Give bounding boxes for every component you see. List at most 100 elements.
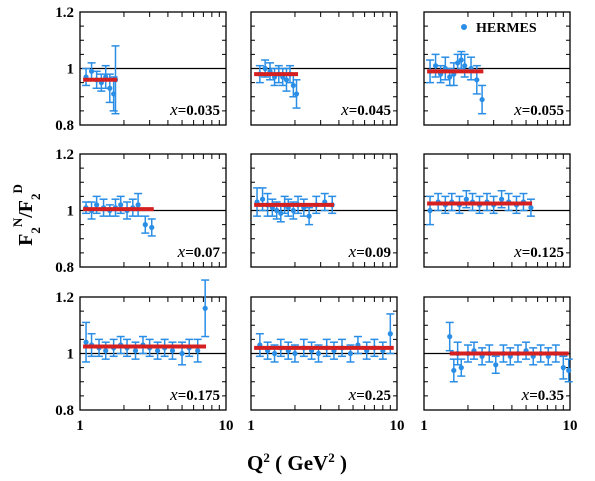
data-point [290, 207, 296, 214]
panel-x-label: x=0.25 [348, 385, 391, 404]
y-axis-title: F2N/F2D [10, 184, 43, 246]
data-point [447, 333, 453, 340]
panel-x-label: x=0.055 [513, 100, 564, 119]
x-value: =0.035 [178, 103, 220, 119]
x-value: =0.25 [356, 388, 391, 404]
legend-marker [461, 24, 467, 30]
data-point [458, 57, 464, 63]
x-axis-title-unit-sup: 2 [328, 450, 335, 465]
y-tick-label: 1.2 [55, 290, 74, 306]
x-tick-label: 10 [390, 418, 405, 434]
data-point [262, 65, 268, 72]
data-point [315, 350, 322, 357]
x-axis-title-unit: ( GeV [270, 451, 328, 475]
data-point [169, 348, 176, 354]
panel-x-label: x=0.07 [177, 242, 221, 261]
y-title-slash: /F [15, 200, 37, 219]
data-point [271, 350, 278, 357]
data-point [149, 224, 155, 231]
data-point [274, 207, 280, 214]
data-point [479, 96, 485, 103]
data-point [293, 91, 300, 97]
data-point [142, 222, 148, 228]
y-tick-label: 0.8 [55, 403, 74, 419]
panel-9: x=0.35 1 10 [420, 296, 578, 434]
data-point [107, 85, 113, 91]
data-point [154, 348, 161, 354]
data-point [462, 63, 468, 69]
y-tick-label: 1 [67, 62, 75, 78]
x-tick-label: 10 [563, 418, 578, 434]
x-symbol: x [513, 242, 522, 261]
data-point [347, 350, 354, 357]
data-point [118, 202, 124, 208]
data-point [463, 196, 469, 202]
x-value: =0.09 [356, 245, 391, 261]
legend-label: HERMES [476, 21, 537, 36]
data-point [528, 205, 534, 211]
panel-1: x=0.035 0.8 1 1.2 [55, 5, 227, 134]
panel-x-label: x=0.035 [169, 100, 220, 119]
x-symbol: x [348, 242, 357, 261]
data-point [135, 202, 141, 208]
x-symbol: x [521, 385, 530, 404]
y-axis-title-text: F2N/F2D [10, 184, 43, 246]
y-title-f: F [15, 234, 37, 246]
data-point [493, 362, 499, 368]
y-title-sub2: 2 [28, 194, 43, 201]
data-point [427, 207, 433, 214]
x-symbol: x [340, 100, 349, 119]
data-point [88, 68, 95, 74]
panel-x-label: x=0.175 [169, 385, 220, 404]
x-value: =0.125 [522, 245, 564, 261]
data-point [498, 196, 505, 202]
x-tick-label: 1 [76, 418, 84, 434]
x-value: =0.175 [178, 388, 220, 404]
data-point [451, 367, 457, 374]
x-tick-label: 1 [247, 418, 255, 434]
y-tick-label: 0.8 [55, 118, 74, 134]
x-symbol: x [169, 100, 178, 119]
x-axis-title-sup: 2 [263, 450, 270, 465]
y-title-sup1: N [10, 217, 25, 227]
data-point [179, 350, 185, 357]
panel-x-label: x=0.125 [513, 242, 564, 261]
data-point [103, 348, 109, 354]
data-point [283, 77, 290, 83]
x-symbol: x [513, 100, 522, 119]
x-tick-label: 10 [219, 418, 234, 434]
panel-3: x=0.055 HERMES [423, 11, 571, 126]
x-axis-title-q: Q [247, 451, 263, 475]
data-point [560, 365, 566, 371]
data-point [292, 350, 298, 357]
x-axis-title-close: ) [335, 451, 347, 475]
x-tick-label: 1 [420, 418, 428, 434]
panel-6: x=0.125 [423, 153, 571, 268]
panel-4: x=0.07 0.8 1 1.2 [55, 147, 227, 276]
y-title-sup2: D [10, 184, 25, 193]
y-tick-label: 1 [67, 347, 75, 363]
x-symbol: x [177, 242, 186, 261]
data-point [83, 339, 89, 345]
panel-2: x=0.045 [250, 11, 398, 126]
data-point [455, 60, 461, 66]
y-tick-label: 1 [67, 204, 75, 220]
data-point [195, 348, 201, 354]
panel-8: x=0.25 1 10 [247, 296, 405, 434]
data-point [132, 348, 139, 354]
data-point [432, 63, 439, 69]
data-point [458, 365, 464, 371]
data-point [387, 331, 393, 337]
x-symbol: x [169, 385, 178, 404]
data-point [566, 367, 572, 374]
data-point [447, 74, 453, 80]
panel-x-label: x=0.35 [521, 385, 564, 404]
data-point [94, 202, 100, 208]
x-value: =0.055 [522, 103, 564, 119]
x-value: =0.07 [185, 245, 220, 261]
x-symbol: x [348, 385, 357, 404]
data-point [202, 305, 208, 311]
y-tick-label: 0.8 [55, 260, 74, 276]
data-point [306, 213, 312, 219]
